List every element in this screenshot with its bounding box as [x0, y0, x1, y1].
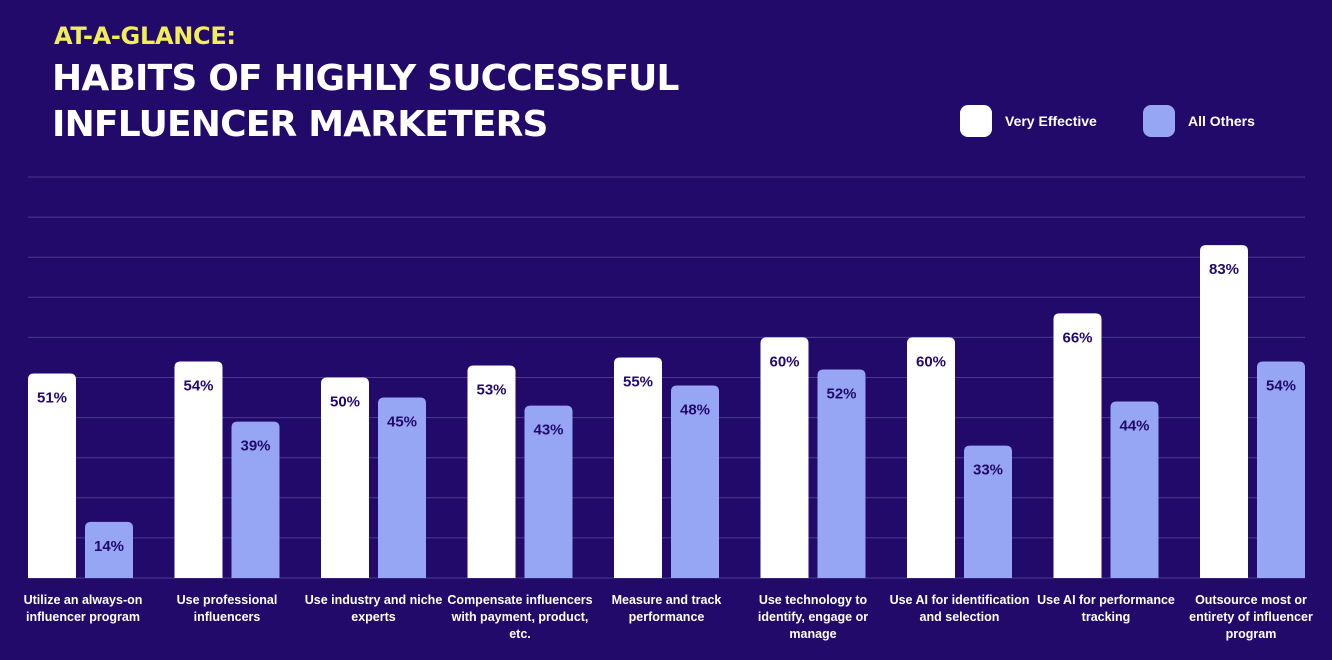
bar-all-others [85, 521, 133, 578]
x-tick-label: Use AI for performance tracking [1037, 593, 1175, 624]
bar-very-effective [907, 337, 955, 578]
x-tick-label: Use industry and niche experts [304, 593, 443, 624]
data-label: 53% [476, 381, 506, 398]
kicker: AT-A-GLANCE: [54, 22, 236, 50]
legend-swatch-very-effective [960, 105, 992, 137]
data-label: 45% [387, 414, 417, 431]
bar-all-others [671, 385, 719, 578]
legend-item-very-effective: Very Effective [960, 105, 1097, 137]
data-label: 39% [240, 438, 270, 455]
data-label: 55% [623, 373, 653, 390]
bar-all-others [1110, 401, 1159, 578]
bar-all-others [817, 369, 866, 578]
data-label: 50% [330, 394, 360, 411]
bar-very-effective [1053, 313, 1102, 578]
legend-item-all-others: All Others [1143, 105, 1255, 137]
legend-swatch-all-others [1143, 105, 1175, 137]
bar-all-others [1257, 361, 1305, 578]
bar-very-effective [174, 361, 223, 578]
bar-all-others [524, 405, 573, 578]
data-label: 33% [973, 462, 1003, 479]
x-tick-label: Use professional influencers [176, 593, 278, 624]
bar-very-effective [614, 357, 662, 578]
page-title: HABITS OF HIGHLY SUCCESSFUL INFLUENCER M… [52, 58, 680, 145]
bar-very-effective [467, 365, 516, 578]
data-label: 43% [533, 422, 563, 439]
x-tick-label: Measure and track performance [611, 593, 722, 624]
data-label: 51% [37, 389, 67, 406]
x-tick-label: Use technology to identify, engage or ma… [757, 593, 869, 641]
bar-very-effective [760, 337, 809, 578]
x-tick-label: Use AI for identification and selection [889, 593, 1030, 624]
data-label: 60% [916, 353, 946, 370]
data-label: 44% [1119, 418, 1149, 435]
data-label: 66% [1062, 329, 1092, 346]
bar-very-effective [321, 377, 369, 578]
data-label: 54% [183, 377, 213, 394]
x-tick-label: Compensate influencers with payment, pro… [447, 593, 593, 641]
data-label: 14% [94, 538, 124, 555]
data-label: 48% [680, 402, 710, 419]
data-label: 83% [1209, 261, 1239, 278]
data-label: 54% [1266, 377, 1296, 394]
legend-label: Very Effective [1005, 113, 1097, 129]
bar-very-effective [28, 373, 76, 578]
legend-label: All Others [1188, 113, 1255, 129]
x-tick-label: Utilize an always-on influencer program [23, 593, 143, 624]
bar-all-others [378, 397, 426, 578]
data-label: 60% [769, 353, 799, 370]
x-tick-label: Outsource most or entirety of influencer… [1189, 593, 1313, 641]
bar-very-effective [1200, 245, 1248, 579]
data-label: 52% [826, 385, 856, 402]
bar-all-others [231, 421, 280, 578]
bar-all-others [964, 445, 1012, 578]
